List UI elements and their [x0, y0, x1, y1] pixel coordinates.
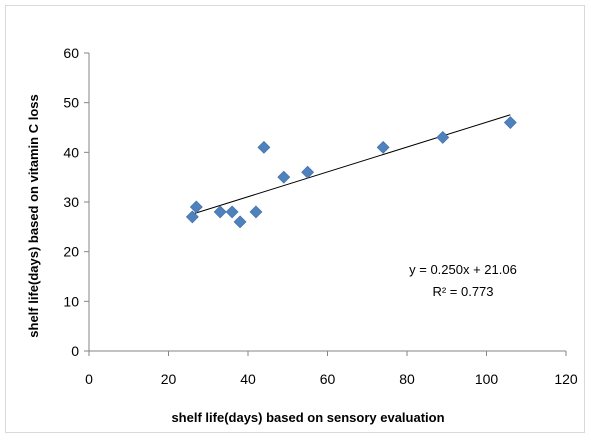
data-point	[225, 205, 239, 219]
y-tick-label: 0	[71, 343, 79, 359]
data-point	[277, 170, 291, 184]
data-points	[185, 116, 517, 229]
data-point	[233, 215, 247, 229]
y-tick-label: 30	[63, 194, 79, 210]
y-tick-label: 10	[63, 293, 79, 309]
data-point	[249, 205, 263, 219]
tick-labels: 0 10 20 30 40 50 60 0 20 40 60 80 100 120	[63, 45, 577, 387]
axes	[84, 52, 567, 356]
data-point	[213, 205, 227, 219]
trendline-group	[192, 114, 511, 215]
data-point	[503, 116, 517, 129]
y-axis-title: shelf life(days) based on vitamin C loss	[26, 94, 41, 337]
x-axis-title: shelf life(days) based on sensory evalua…	[171, 410, 444, 425]
y-tick-label: 40	[63, 144, 79, 160]
x-tick-label: 120	[554, 371, 578, 387]
r-squared-label: R² = 0.773	[432, 284, 493, 299]
trendline	[192, 114, 511, 215]
y-tick-label: 50	[63, 95, 79, 111]
x-tick-label: 60	[320, 371, 336, 387]
x-tick-label: 0	[85, 371, 93, 387]
data-point	[301, 165, 315, 179]
data-point	[376, 140, 390, 154]
trendline-equation: y = 0.250x + 21.06	[409, 262, 517, 277]
x-tick-label: 40	[240, 371, 256, 387]
x-tick-label: 20	[161, 371, 177, 387]
data-point	[189, 200, 203, 214]
x-tick-label: 100	[475, 371, 499, 387]
x-tick-label: 80	[399, 371, 415, 387]
y-tick-label: 20	[63, 244, 79, 260]
y-tick-label: 60	[63, 45, 79, 61]
scatter-chart: 0 10 20 30 40 50 60 0 20 40 60 80 100 120 y = 0.250x …	[26, 45, 578, 425]
chart-frame: 0 10 20 30 40 50 60 0 20 40 60 80 100 120 y = 0.250x …	[5, 5, 585, 433]
data-point	[257, 140, 271, 154]
data-point	[436, 131, 450, 144]
data-point	[185, 210, 199, 224]
